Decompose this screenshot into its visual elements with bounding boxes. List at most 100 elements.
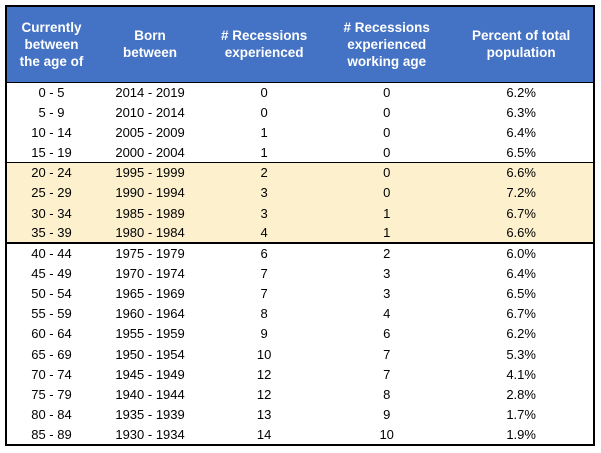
table-cell: 4 — [383, 306, 391, 322]
table-cell: 5 - 9 — [38, 104, 65, 120]
table-cell: 1950 - 1954 — [115, 346, 185, 362]
table-cell: 1975 - 1979 — [115, 246, 185, 262]
table-cell: 10 — [256, 346, 272, 362]
table-row: 80 - 84 1935 - 1939 13 9 1.7% — [6, 405, 594, 425]
table-row: 10 - 14 2005 - 2009 1 0 6.4% — [6, 122, 594, 142]
table-cell: 10 - 14 — [31, 124, 72, 140]
table-cell: 3 — [204, 182, 325, 203]
table-cell: 80 - 84 — [31, 407, 72, 423]
table-cell: 45 - 49 — [31, 265, 72, 281]
table-cell: 6 — [383, 326, 391, 342]
table-cell: 6.7% — [449, 202, 594, 224]
table-cell: 1 — [260, 144, 268, 160]
table-cell: 2010 - 2014 — [115, 104, 185, 120]
table-cell: 1990 - 1994 — [95, 182, 205, 203]
table-cell: 60 - 64 — [31, 326, 72, 342]
table-cell: 9 — [260, 326, 268, 342]
table-cell: 0 — [260, 104, 268, 120]
table-cell: 0 — [383, 104, 391, 120]
table-cell: 7 — [260, 265, 268, 281]
table-row: 60 - 64 1955 - 1959 9 6 6.2% — [6, 324, 594, 344]
table-cell: 1995 - 1999 — [95, 162, 205, 183]
table-cell: 0 — [260, 84, 268, 100]
table-cell: 8 — [383, 386, 391, 402]
table-cell: 0 — [383, 124, 391, 140]
table-row: 75 - 79 1940 - 1944 12 8 2.8% — [6, 384, 594, 404]
table-cell: 1 — [324, 223, 450, 245]
table-row: 25 - 29 1990 - 1994 3 0 7.2% — [6, 182, 594, 203]
table-cell: 15 - 19 — [31, 144, 72, 160]
table-cell: 30 - 34 — [6, 202, 96, 224]
table-cell: 6.6% — [449, 162, 594, 183]
table-cell: 6.7% — [506, 306, 536, 322]
table-cell: 1985 - 1989 — [95, 202, 205, 224]
table-cell: 1965 - 1969 — [115, 286, 185, 302]
table-cell: 1.9% — [506, 426, 536, 442]
table-cell: 1940 - 1944 — [115, 386, 185, 402]
table-cell: 6.0% — [506, 246, 536, 262]
table-cell: 55 - 59 — [31, 306, 72, 322]
table-cell: 1960 - 1964 — [115, 306, 185, 322]
table-cell: 6.5% — [506, 144, 536, 160]
table-cell: 4.1% — [506, 366, 536, 382]
table-cell: 12 — [256, 366, 272, 382]
table-cell: 6.6% — [449, 223, 594, 245]
table-cell: 2014 - 2019 — [115, 84, 185, 100]
header-cell: # Recessions experienced — [204, 6, 325, 83]
table-cell: 1980 - 1984 — [95, 223, 205, 245]
table-cell: 1 — [324, 202, 450, 224]
table-row: 35 - 39 1980 - 1984 4 1 6.6% — [6, 223, 594, 245]
table-cell: 12 — [256, 386, 272, 402]
table-cell: 6.5% — [506, 286, 536, 302]
header-cell: Percent of total population — [449, 6, 594, 83]
table-row: 20 - 24 1995 - 1999 2 0 6.6% — [6, 162, 594, 183]
table-cell: 4 — [204, 223, 325, 245]
table-cell: 8 — [260, 306, 268, 322]
table-cell: 2 — [204, 162, 325, 183]
recessions-by-age-table: Currently between the age of Born between… — [5, 5, 595, 446]
table-cell: 3 — [383, 265, 391, 281]
table-cell: 1930 - 1934 — [115, 426, 185, 442]
table-cell: 6.4% — [506, 265, 536, 281]
table-cell: 40 - 44 — [31, 246, 72, 262]
table-cell: 1.7% — [506, 407, 536, 423]
table-cell: 6.2% — [506, 326, 536, 342]
table-cell: 0 - 5 — [38, 84, 65, 100]
table-cell: 5.3% — [506, 346, 536, 362]
table-cell: 0 — [383, 144, 391, 160]
table-cell: 70 - 74 — [31, 366, 72, 382]
header-row: Currently between the age of Born between… — [6, 6, 594, 83]
table-cell: 3 — [383, 286, 391, 302]
header-cell: # Recessions experienced working age — [324, 6, 450, 83]
table-cell: 20 - 24 — [6, 162, 96, 183]
table-header: Currently between the age of Born between… — [6, 6, 594, 83]
table-cell: 75 - 79 — [31, 386, 72, 402]
table-row: 65 - 69 1950 - 1954 10 7 5.3% — [6, 344, 594, 364]
table-cell: 2 — [383, 246, 391, 262]
table-cell: 25 - 29 — [6, 182, 96, 203]
table-cell: 0 — [324, 182, 450, 203]
header-cell: Born between — [95, 6, 205, 83]
table-cell: 7 — [260, 286, 268, 302]
table-cell: 6 — [260, 246, 268, 262]
table-row: 55 - 59 1960 - 1964 8 4 6.7% — [6, 304, 594, 324]
table-row: 0 - 5 2014 - 2019 0 0 6.2% — [6, 82, 594, 102]
table-cell: 6.2% — [506, 84, 536, 100]
table-cell: 7 — [383, 346, 391, 362]
table-cell: 85 - 89 — [31, 426, 72, 442]
table-cell: 1935 - 1939 — [115, 407, 185, 423]
table-row: 15 - 19 2000 - 2004 1 0 6.5% — [6, 142, 594, 162]
table-row: 30 - 34 1985 - 1989 3 1 6.7% — [6, 202, 594, 224]
table-cell: 65 - 69 — [31, 346, 72, 362]
table-cell: 0 — [324, 162, 450, 183]
table-row: 5 - 9 2010 - 2014 0 0 6.3% — [6, 102, 594, 122]
table-row: 40 - 44 1975 - 1979 6 2 6.0% — [6, 243, 594, 263]
table-row: 45 - 49 1970 - 1974 7 3 6.4% — [6, 263, 594, 283]
table-row: 50 - 54 1965 - 1969 7 3 6.5% — [6, 284, 594, 304]
table-cell: 14 — [256, 426, 272, 442]
table-cell: 3 — [204, 202, 325, 224]
table-cell: 9 — [383, 407, 391, 423]
table-cell: 2005 - 2009 — [115, 124, 185, 140]
table-cell: 35 - 39 — [6, 223, 96, 245]
